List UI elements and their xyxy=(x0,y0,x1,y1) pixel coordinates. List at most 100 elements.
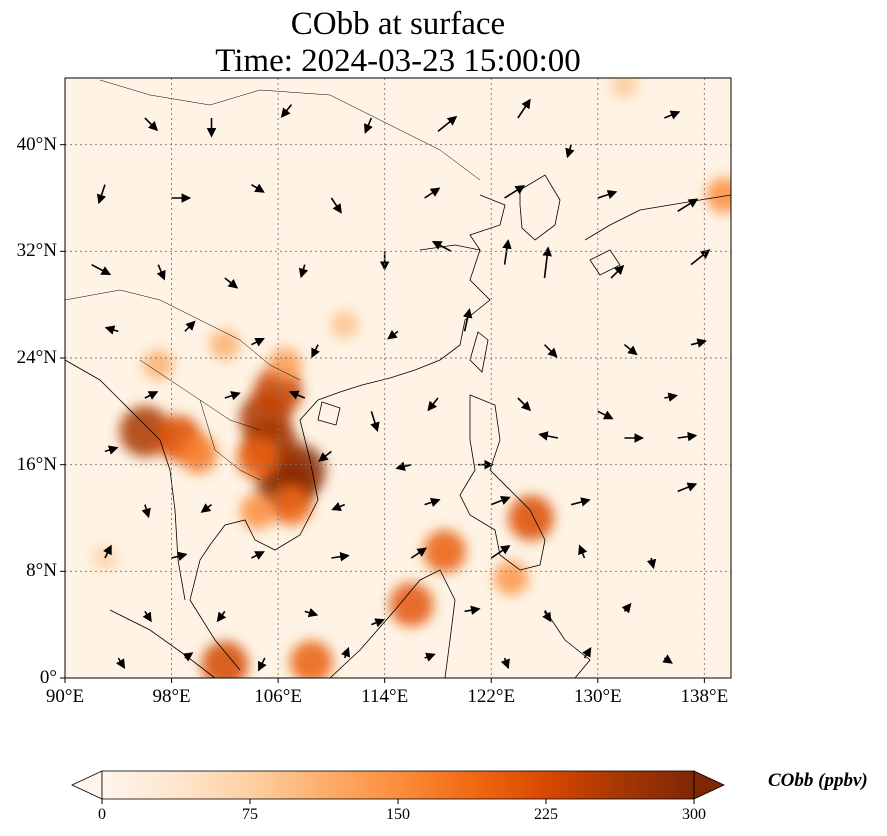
wind-arrow-79 xyxy=(662,654,673,664)
colorbar-tick-label: 225 xyxy=(534,806,558,823)
wind-arrow-31 xyxy=(462,308,473,332)
wind-arrow-16 xyxy=(91,263,112,276)
wind-arrow-44 xyxy=(318,450,332,462)
wind-arrow-64 xyxy=(646,557,657,570)
wind-arrow-53 xyxy=(424,497,441,507)
map-time-subtitle: Time: 2024-03-23 15:00:00 xyxy=(215,43,581,79)
x-tick-label: 114°E xyxy=(361,686,409,707)
wind-arrow-19 xyxy=(298,264,309,279)
wind-arrow-17 xyxy=(156,264,166,281)
hotspot-13 xyxy=(389,582,434,627)
colorbar-tick-label: 150 xyxy=(386,806,410,823)
wind-arrow-11 xyxy=(330,197,342,214)
y-tick-label: 24°N xyxy=(16,347,57,368)
wind-arrow-60 xyxy=(331,551,350,562)
wind-arrow-38 xyxy=(370,411,380,433)
hotspot-23 xyxy=(611,78,638,98)
coastline-indochina xyxy=(189,399,319,671)
wind-arrow-69 xyxy=(464,605,481,615)
x-tick-label: 130°E xyxy=(573,686,622,707)
hotspot-21 xyxy=(493,560,529,596)
axis-tick-marks xyxy=(60,144,705,683)
colorbar xyxy=(71,770,725,804)
wind-arrow-18 xyxy=(224,277,239,289)
wind-arrow-55 xyxy=(570,497,591,507)
wind-arrow-39 xyxy=(427,397,439,412)
wind-arrow-50 xyxy=(141,504,151,519)
plot-frame xyxy=(64,77,732,679)
wind-arrow-78 xyxy=(582,647,592,659)
wind-arrow-40 xyxy=(517,397,532,412)
wind-arrow-12 xyxy=(424,187,441,199)
wind-arrow-51 xyxy=(200,503,213,513)
wind-arrow-25 xyxy=(690,249,711,266)
hotspot-10 xyxy=(240,493,277,530)
wind-arrow-13 xyxy=(504,185,526,199)
wind-arrow-6 xyxy=(565,144,575,159)
hotspot-7 xyxy=(178,434,218,474)
wind-arrow-7 xyxy=(664,110,681,120)
wind-arrow-24 xyxy=(610,264,625,279)
colorbar-extend-min xyxy=(71,770,103,800)
wind-arrow-61 xyxy=(410,547,428,559)
x-tick-label: 138°E xyxy=(680,686,729,707)
hotspot-12 xyxy=(423,530,466,573)
y-tick-label: 40°N xyxy=(16,133,57,155)
wind-arrow-43 xyxy=(104,445,119,455)
wind-arrow-63 xyxy=(578,544,588,559)
colorbar-extend-max xyxy=(693,770,725,800)
colorbar-tick-marks xyxy=(101,799,695,804)
colorbar-body xyxy=(101,770,695,800)
wind-arrow-71 xyxy=(621,602,632,614)
wind-arrow-8 xyxy=(96,184,107,205)
wind-arrow-34 xyxy=(690,338,707,348)
hotspot-19 xyxy=(142,349,174,380)
wind-arrow-10 xyxy=(251,183,265,193)
coastline-myanmar xyxy=(65,359,186,601)
x-tick-label: 90°E xyxy=(45,686,85,707)
wind-arrow-73 xyxy=(182,652,194,662)
wind-arrow-77 xyxy=(500,657,510,670)
wind-arrow-0 xyxy=(144,117,159,132)
wind-arrow-15 xyxy=(677,198,699,213)
wind-arrow-59 xyxy=(251,551,265,560)
wind-arrow-72 xyxy=(115,657,126,669)
wind-arrow-36 xyxy=(224,391,241,401)
coastline-korea xyxy=(469,174,561,251)
wind-arrow-76 xyxy=(424,652,436,662)
y-tick-label: 16°N xyxy=(16,453,57,475)
hotspot-11 xyxy=(508,495,554,541)
wind-arrow-32 xyxy=(543,344,558,358)
colorbar-tick-label: 300 xyxy=(682,806,706,823)
wind-arrow-41 xyxy=(597,410,614,420)
wind-arrow-29 xyxy=(311,344,320,359)
y-tick-label: 8°N xyxy=(26,560,57,582)
hotspot-9 xyxy=(270,484,313,526)
colorbar-label: CObb (ppbv) xyxy=(768,770,868,791)
wind-arrow-30 xyxy=(387,329,399,340)
wind-arrow-14 xyxy=(597,189,618,200)
coastline-sumatra xyxy=(109,609,216,678)
colorbar-tick-label: 0 xyxy=(98,806,106,823)
hotspot-16 xyxy=(268,348,302,382)
wind-arrow-74 xyxy=(258,657,267,672)
wind-arrow-62 xyxy=(490,545,511,559)
wind-arrow-23 xyxy=(542,246,552,279)
cobb-concentration-field xyxy=(92,78,731,678)
wind-arrow-3 xyxy=(364,117,373,134)
wind-arrow-47 xyxy=(538,431,558,441)
wind-arrow-68 xyxy=(371,618,385,628)
wind-arrow-35 xyxy=(144,391,159,400)
map-title: CObb at surface xyxy=(290,6,506,42)
hotspot-18 xyxy=(330,310,359,339)
country-borders xyxy=(65,79,481,481)
coastlines xyxy=(65,79,731,678)
wind-arrow-5 xyxy=(517,98,531,119)
coastline-taiwan xyxy=(469,331,489,373)
wind-arrow-26 xyxy=(104,325,119,335)
wind-arrow-66 xyxy=(216,610,227,623)
wind-arrow-56 xyxy=(677,482,698,493)
hotspot-22 xyxy=(706,177,731,214)
wind-arrow-4 xyxy=(437,115,458,132)
